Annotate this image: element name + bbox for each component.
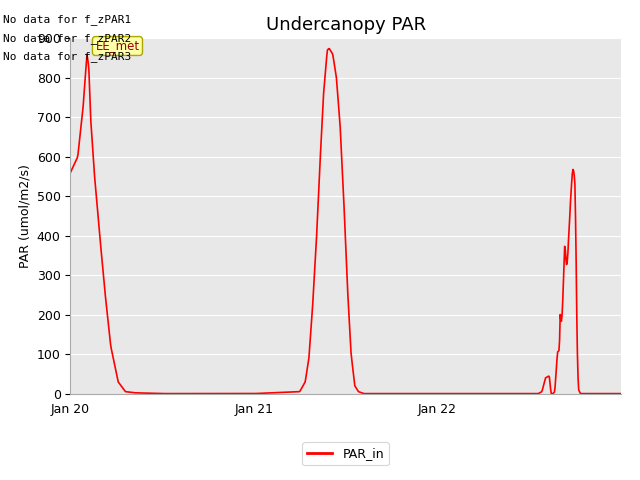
Text: No data for f_zPAR2: No data for f_zPAR2: [3, 33, 131, 44]
Text: No data for f_zPAR3: No data for f_zPAR3: [3, 51, 131, 62]
Text: EE_met: EE_met: [95, 39, 140, 52]
Text: No data for f_zPAR1: No data for f_zPAR1: [3, 14, 131, 25]
Y-axis label: PAR (umol/m2/s): PAR (umol/m2/s): [18, 164, 31, 268]
Title: Undercanopy PAR: Undercanopy PAR: [266, 16, 426, 34]
Legend: PAR_in: PAR_in: [302, 443, 389, 466]
